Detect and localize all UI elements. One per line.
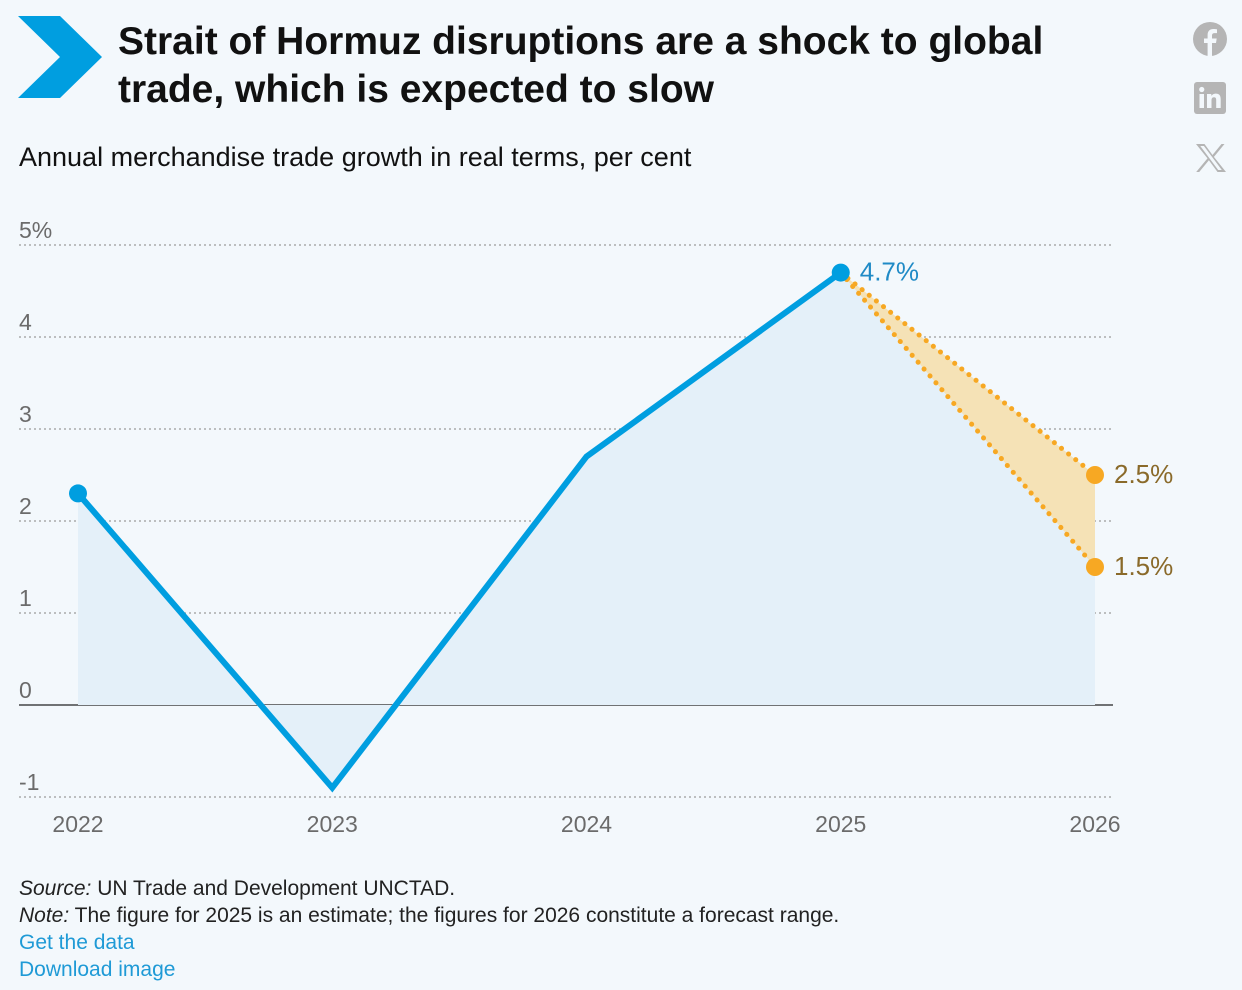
x-tick-label: 2023 [307, 811, 358, 837]
note-line: Note: The figure for 2025 is an estimate… [19, 902, 839, 929]
forecast-high-line [838, 270, 1098, 478]
facebook-icon[interactable] [1192, 21, 1228, 57]
note-text: The figure for 2025 is an estimate; the … [69, 904, 840, 927]
data-point-2022 [69, 484, 87, 503]
source-text: UN Trade and Development UNCTAD. [91, 877, 456, 900]
x-icon[interactable] [1192, 140, 1228, 176]
series-line [75, 270, 843, 793]
y-tick-label: 0 [19, 677, 32, 703]
source-line: Source: UN Trade and Development UNCTAD. [19, 875, 839, 902]
forecast-point-low [1086, 558, 1104, 576]
data-label-2026-low: 1.5% [1114, 551, 1173, 581]
x-tick-label: 2024 [561, 811, 612, 837]
source-label: Source: [19, 877, 92, 900]
linkedin-icon[interactable] [1192, 80, 1228, 116]
x-tick-label: 2026 [1069, 811, 1120, 837]
data-point-2025 [831, 263, 850, 282]
y-tick-label: 5% [19, 217, 52, 243]
chart-title: Strait of Hormuz disruptions are a shock… [118, 20, 1044, 111]
forecast-point-high [1086, 466, 1104, 484]
chart-subtitle: Annual merchandise trade growth in real … [19, 142, 692, 172]
x-tick-label: 2022 [52, 811, 103, 837]
data-label-2026-high: 2.5% [1114, 459, 1173, 489]
get-data-link[interactable]: Get the data [19, 931, 135, 954]
data-label-2025: 4.7% [860, 257, 919, 287]
logo-chevron [18, 16, 102, 98]
line-chart: 5% 4 3 2 1 0 -1 2022 2023 2024 2025 2026 4.7% 2.5% 1.… [19, 217, 1173, 837]
download-image-link[interactable]: Download image [19, 958, 176, 981]
note-label: Note: [19, 904, 70, 927]
y-tick-label: 4 [19, 309, 32, 335]
y-tick-label: -1 [19, 769, 39, 795]
chart-footer: Source: UN Trade and Development UNCTAD.… [19, 875, 839, 983]
y-tick-label: 1 [19, 585, 32, 611]
x-tick-label: 2025 [815, 811, 866, 837]
y-tick-label: 2 [19, 493, 32, 519]
y-tick-label: 3 [19, 401, 32, 427]
area-fill [78, 272, 1095, 788]
forecast-low-line [838, 270, 1098, 570]
